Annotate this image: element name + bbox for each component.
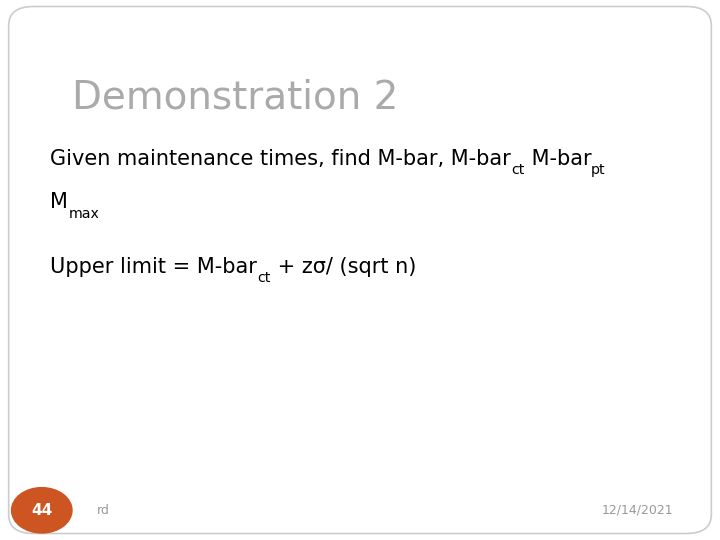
Text: Given maintenance times, find M-bar, M-bar: Given maintenance times, find M-bar, M-b… <box>50 148 511 168</box>
Text: Upper limit = M-bar: Upper limit = M-bar <box>50 256 257 276</box>
Text: ct: ct <box>511 164 525 178</box>
Text: pt: pt <box>591 164 606 178</box>
FancyBboxPatch shape <box>9 6 711 534</box>
Text: Demonstration 2: Demonstration 2 <box>72 78 398 116</box>
Circle shape <box>12 488 72 533</box>
Text: max: max <box>68 207 99 221</box>
Text: 44: 44 <box>31 503 53 518</box>
Text: M-bar: M-bar <box>525 148 591 168</box>
Text: ct: ct <box>257 272 271 286</box>
Text: + zσ/ (sqrt n): + zσ/ (sqrt n) <box>271 256 416 276</box>
Text: rd: rd <box>97 504 110 517</box>
Text: 12/14/2021: 12/14/2021 <box>602 504 673 517</box>
Text: M: M <box>50 192 68 212</box>
